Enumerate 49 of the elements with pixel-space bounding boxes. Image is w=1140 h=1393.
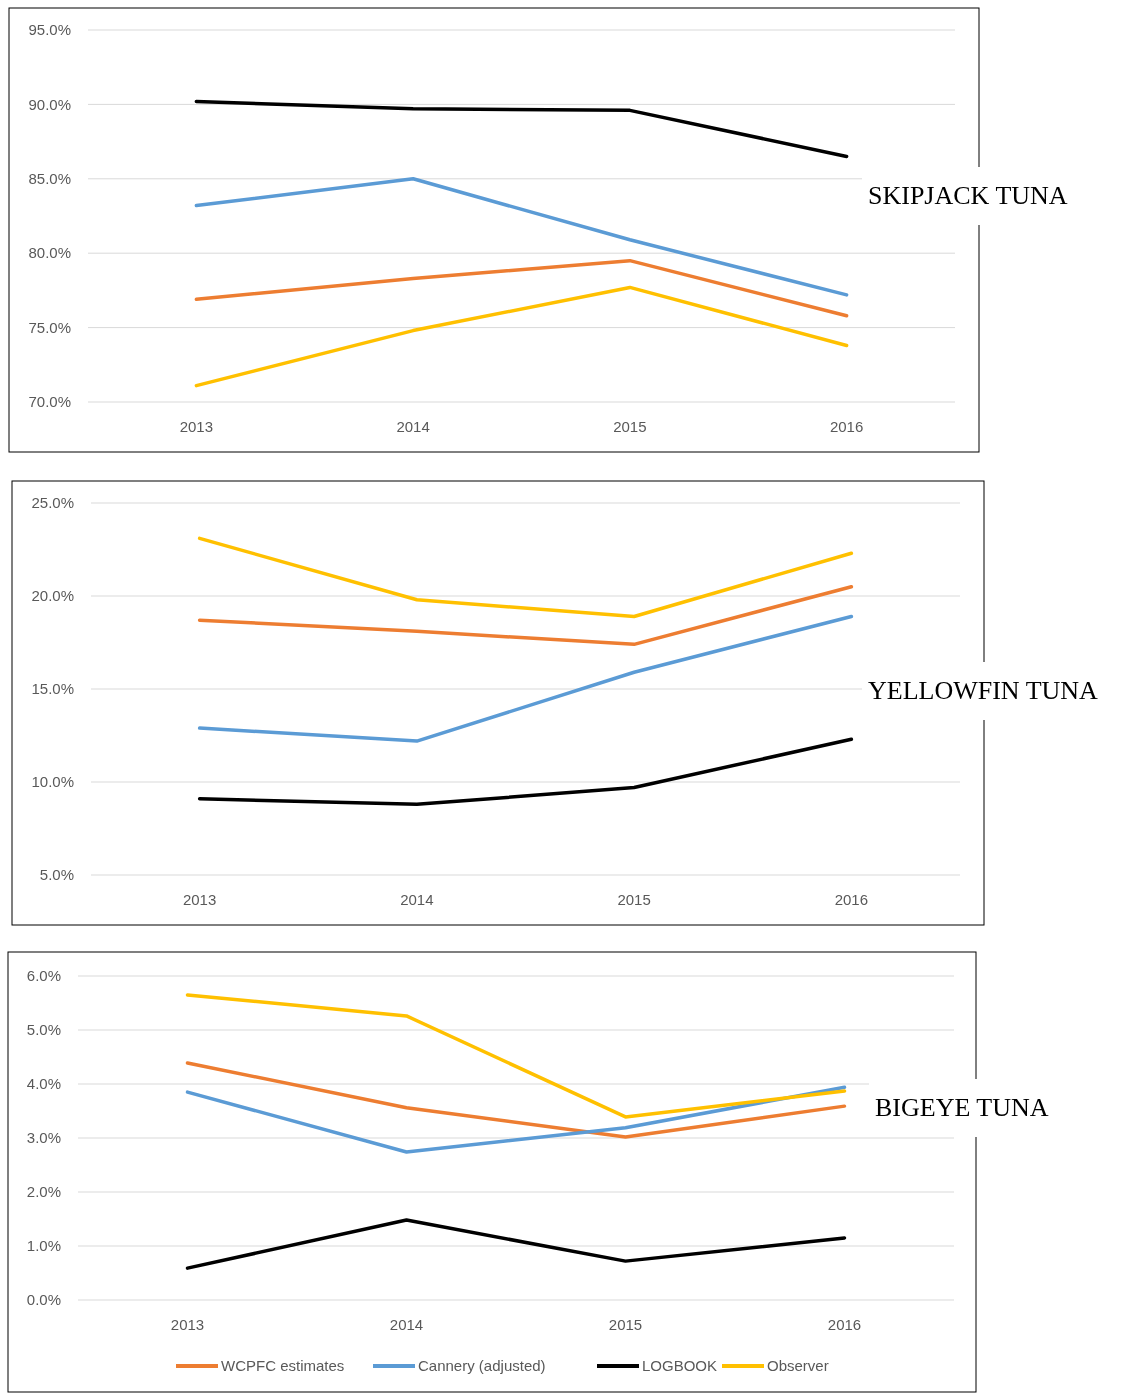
legend-label: LOGBOOK [642, 1357, 718, 1375]
y-tick-label: 6.0% [26, 967, 61, 985]
line-series [194, 99, 849, 159]
x-tick-label: 2013 [179, 418, 214, 435]
y-tick-label: 5.0% [39, 866, 74, 884]
legend-label: WCPFC estimates [221, 1357, 345, 1375]
x-tick-label: 2016 [829, 418, 864, 435]
line-series [194, 258, 849, 318]
line-series [185, 993, 847, 1119]
x-tick-label: 2016 [834, 891, 869, 908]
line-series [185, 1085, 847, 1154]
y-tick-label: 15.0% [31, 680, 74, 698]
y-tick-label: 1.0% [26, 1237, 61, 1255]
y-tick-label: 20.0% [31, 587, 74, 605]
legend-label: Observer [767, 1357, 829, 1375]
y-tick-label: 2.0% [26, 1183, 61, 1201]
x-tick-label: 2015 [608, 1316, 643, 1333]
line-series [197, 536, 854, 619]
text: BIGEYE TUNA [875, 1093, 1049, 1123]
y-tick-label: 25.0% [31, 494, 74, 512]
line-series [185, 1061, 847, 1139]
y-tick-label: 4.0% [26, 1075, 61, 1093]
y-tick-label: 5.0% [26, 1021, 61, 1039]
y-tick-label: 0.0% [26, 1291, 61, 1309]
line-series [197, 584, 854, 647]
x-tick-label: 2014 [396, 418, 430, 435]
text: SKIPJACK TUNA [868, 181, 1068, 211]
line-series [197, 614, 854, 743]
y-tick-label: 80.0% [28, 244, 71, 262]
x-tick-label: 2013 [170, 1316, 205, 1333]
line-series [194, 285, 849, 388]
y-tick-label: 3.0% [26, 1129, 61, 1147]
x-tick-label: 2015 [617, 891, 651, 908]
y-tick-label: 85.0% [28, 170, 71, 188]
x-tick-label: 2015 [613, 418, 647, 435]
line-series [185, 1218, 847, 1270]
x-tick-label: 2013 [182, 891, 217, 908]
y-tick-label: 70.0% [28, 393, 71, 411]
x-tick-label: 2016 [827, 1316, 862, 1333]
line-series [197, 737, 854, 807]
y-tick-label: 95.0% [28, 21, 71, 39]
y-tick-label: 10.0% [31, 773, 74, 791]
x-tick-label: 2014 [400, 891, 434, 908]
y-tick-label: 75.0% [28, 318, 71, 336]
text: YELLOWFIN TUNA [868, 676, 1099, 706]
x-tick-label: 2014 [389, 1316, 424, 1333]
line-series [194, 177, 849, 297]
y-tick-label: 90.0% [28, 95, 71, 113]
legend-label: Cannery (adjusted) [418, 1357, 546, 1375]
